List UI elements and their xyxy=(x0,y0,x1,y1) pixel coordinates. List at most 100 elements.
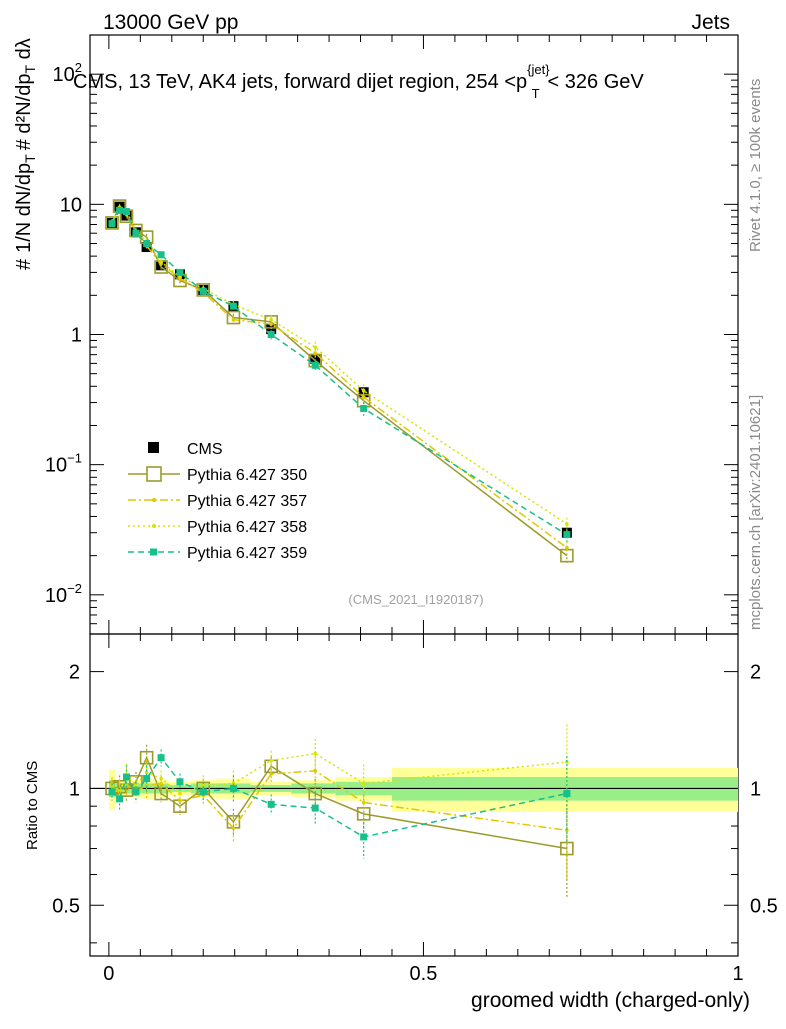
ratio-pythia-6-427-357-point xyxy=(269,772,273,776)
ratio-pythia-6-427-359-point xyxy=(176,778,184,786)
main-pythia-6-427-350-line xyxy=(111,204,568,557)
ratio-pythia-6-427-359-point xyxy=(229,784,237,792)
main-pythia-6-427-357-point xyxy=(313,351,318,355)
ratio-pythia-6-427-359-point xyxy=(157,754,165,762)
y-tick-label: 10−1 xyxy=(45,451,82,477)
ratio-pythia-6-427-358-point xyxy=(361,781,366,786)
legend-label: CMS xyxy=(187,441,223,458)
ratio-pythia-6-427-359-point xyxy=(267,800,275,808)
ratio-pythia-6-427-357-point xyxy=(313,769,318,773)
main-pythia-6-427-359-point xyxy=(199,287,207,295)
main-pythia-6-427-359-point xyxy=(108,220,116,228)
ratio-y-tick-label: 0.5 xyxy=(52,895,80,917)
ratio-pythia-6-427-359-point xyxy=(108,788,116,796)
ratio-pythia-6-427-358-point xyxy=(313,751,318,756)
main-pythia-6-427-357-point xyxy=(565,545,569,550)
main-pythia-6-427-358-point xyxy=(361,388,366,393)
ratio-pythia-6-427-358-point xyxy=(201,783,206,787)
ratio-pythia-6-427-359-point xyxy=(143,775,151,783)
ratio-pythia-6-427-359-point xyxy=(116,795,124,803)
ratio-pythia-6-427-358-point xyxy=(144,770,149,775)
ratio-pythia-6-427-359-point xyxy=(122,773,130,781)
cms-data-point xyxy=(310,353,321,364)
legend-marker xyxy=(146,466,162,482)
main-series xyxy=(105,199,574,563)
side-text-top: Rivet 4.1.0, ≥ 100k events xyxy=(747,79,764,252)
main-pythia-6-427-359-point xyxy=(116,206,124,214)
ratio-pythia-6-427-357-point xyxy=(178,798,182,803)
main-pythia-6-427-358-point xyxy=(159,260,163,264)
main-pythia-6-427-359-point xyxy=(176,268,184,276)
main-pythia-6-427-358-point xyxy=(565,522,569,526)
main-pythia-6-427-359-point xyxy=(157,251,165,259)
main-pythia-6-427-350-point xyxy=(226,310,241,325)
legend-label: Pythia 6.427 359 xyxy=(187,545,307,562)
main-pythia-6-427-357-point xyxy=(231,317,236,322)
ratio-pythia-6-427-358-point xyxy=(565,760,569,764)
legend-marker xyxy=(150,548,157,556)
watermark: (CMS_2021_I1920187) xyxy=(348,592,483,607)
ratio-pythia-6-427-350-point xyxy=(154,786,168,801)
ratio-series xyxy=(105,724,574,898)
header-left: 13000 GeV pp xyxy=(103,11,238,34)
y-tick-label: 102 xyxy=(53,60,82,86)
main-pythia-6-427-359-point xyxy=(143,240,151,248)
ratio-pythia-6-427-358-point xyxy=(117,788,122,792)
ratio-pythia-6-427-350-point xyxy=(139,750,154,765)
legend-marker xyxy=(152,498,156,502)
header-right: Jets xyxy=(691,11,730,34)
legend-label: Pythia 6.427 350 xyxy=(187,467,307,484)
main-pythia-6-427-359-point xyxy=(311,361,319,369)
main-pythia-6-427-359-point xyxy=(229,302,237,310)
chart-title: CMS, 13 TeV, AK4 jets, forward dijet reg… xyxy=(73,62,644,101)
ratio-pythia-6-427-357-point xyxy=(231,826,236,830)
main-pythia-6-427-359-point xyxy=(360,405,368,413)
x-tick-label: 1 xyxy=(732,963,743,985)
ratio-y-tick-label: 1 xyxy=(69,778,80,800)
legend: CMS Pythia 6.427 350 Pythia 6.427 357 Pythi… xyxy=(128,441,307,562)
side-text-bottom: mcplots.cern.ch [arXiv:2401.10621] xyxy=(747,395,764,630)
main-pythia-6-427-359-point xyxy=(563,531,571,539)
main-pythia-6-427-350-point xyxy=(196,283,211,297)
main-pythia-6-427-357-line xyxy=(111,206,568,549)
cms-data-point xyxy=(266,324,277,335)
axes: 10−2 10−1 1 10 102 0.5 0.5 1 1 2 2 0 0.5 1 xyxy=(45,34,778,985)
ratio-pythia-6-427-358-point xyxy=(269,758,273,763)
legend-label: Pythia 6.427 357 xyxy=(187,493,307,510)
ratio-y-label: Ratio to CMS xyxy=(24,761,41,850)
main-pythia-6-427-350-point xyxy=(560,548,574,563)
main-pythia-6-427-359-point xyxy=(267,331,275,338)
ratio-bands xyxy=(90,767,738,812)
main-pythia-6-427-350-point xyxy=(105,216,119,230)
legend-marker-cms xyxy=(148,442,159,453)
ratio-y-tick-label-right: 0.5 xyxy=(750,895,778,917)
ratio-pythia-6-427-357-point xyxy=(361,800,366,805)
main-pythia-6-427-358-line xyxy=(111,206,568,525)
x-tick-label: 0 xyxy=(103,963,114,985)
main-pythia-6-427-359-point xyxy=(132,229,140,237)
x-tick-label: 0.5 xyxy=(410,963,438,985)
ratio-pythia-6-427-358-point xyxy=(134,783,138,787)
ratio-pythia-6-427-359-point xyxy=(199,788,207,796)
ratio-pythia-6-427-357-point xyxy=(565,828,569,833)
ratio-pythia-6-427-358-point xyxy=(178,791,182,796)
ratio-pythia-6-427-359-point xyxy=(311,804,319,812)
ratio-pythia-6-427-358-point xyxy=(159,776,163,781)
ratio-pythia-6-427-359-point xyxy=(360,833,368,841)
main-y-label: #1/N dN/dpT# d²N/dpT dλ xyxy=(13,38,38,270)
x-axis-label: groomed width (charged-only) xyxy=(471,989,750,1012)
ratio-pythia-6-427-359-point xyxy=(132,788,140,796)
main-pythia-6-427-358-point xyxy=(313,345,318,349)
ratio-pythia-6-427-359-point xyxy=(563,790,571,798)
legend-label: Pythia 6.427 358 xyxy=(187,519,307,536)
y-tick-label: 1 xyxy=(71,325,82,347)
ratio-y-tick-label: 2 xyxy=(69,662,80,684)
y-tick-label: 10−2 xyxy=(45,581,82,607)
legend-marker xyxy=(152,524,156,528)
ratio-y-tick-label-right: 1 xyxy=(750,778,761,800)
main-pythia-6-427-359-point xyxy=(122,208,130,216)
main-pythia-6-427-358-point xyxy=(269,317,273,322)
main-pythia-6-427-359-line xyxy=(111,209,568,536)
ratio-y-tick-label-right: 2 xyxy=(750,662,761,684)
